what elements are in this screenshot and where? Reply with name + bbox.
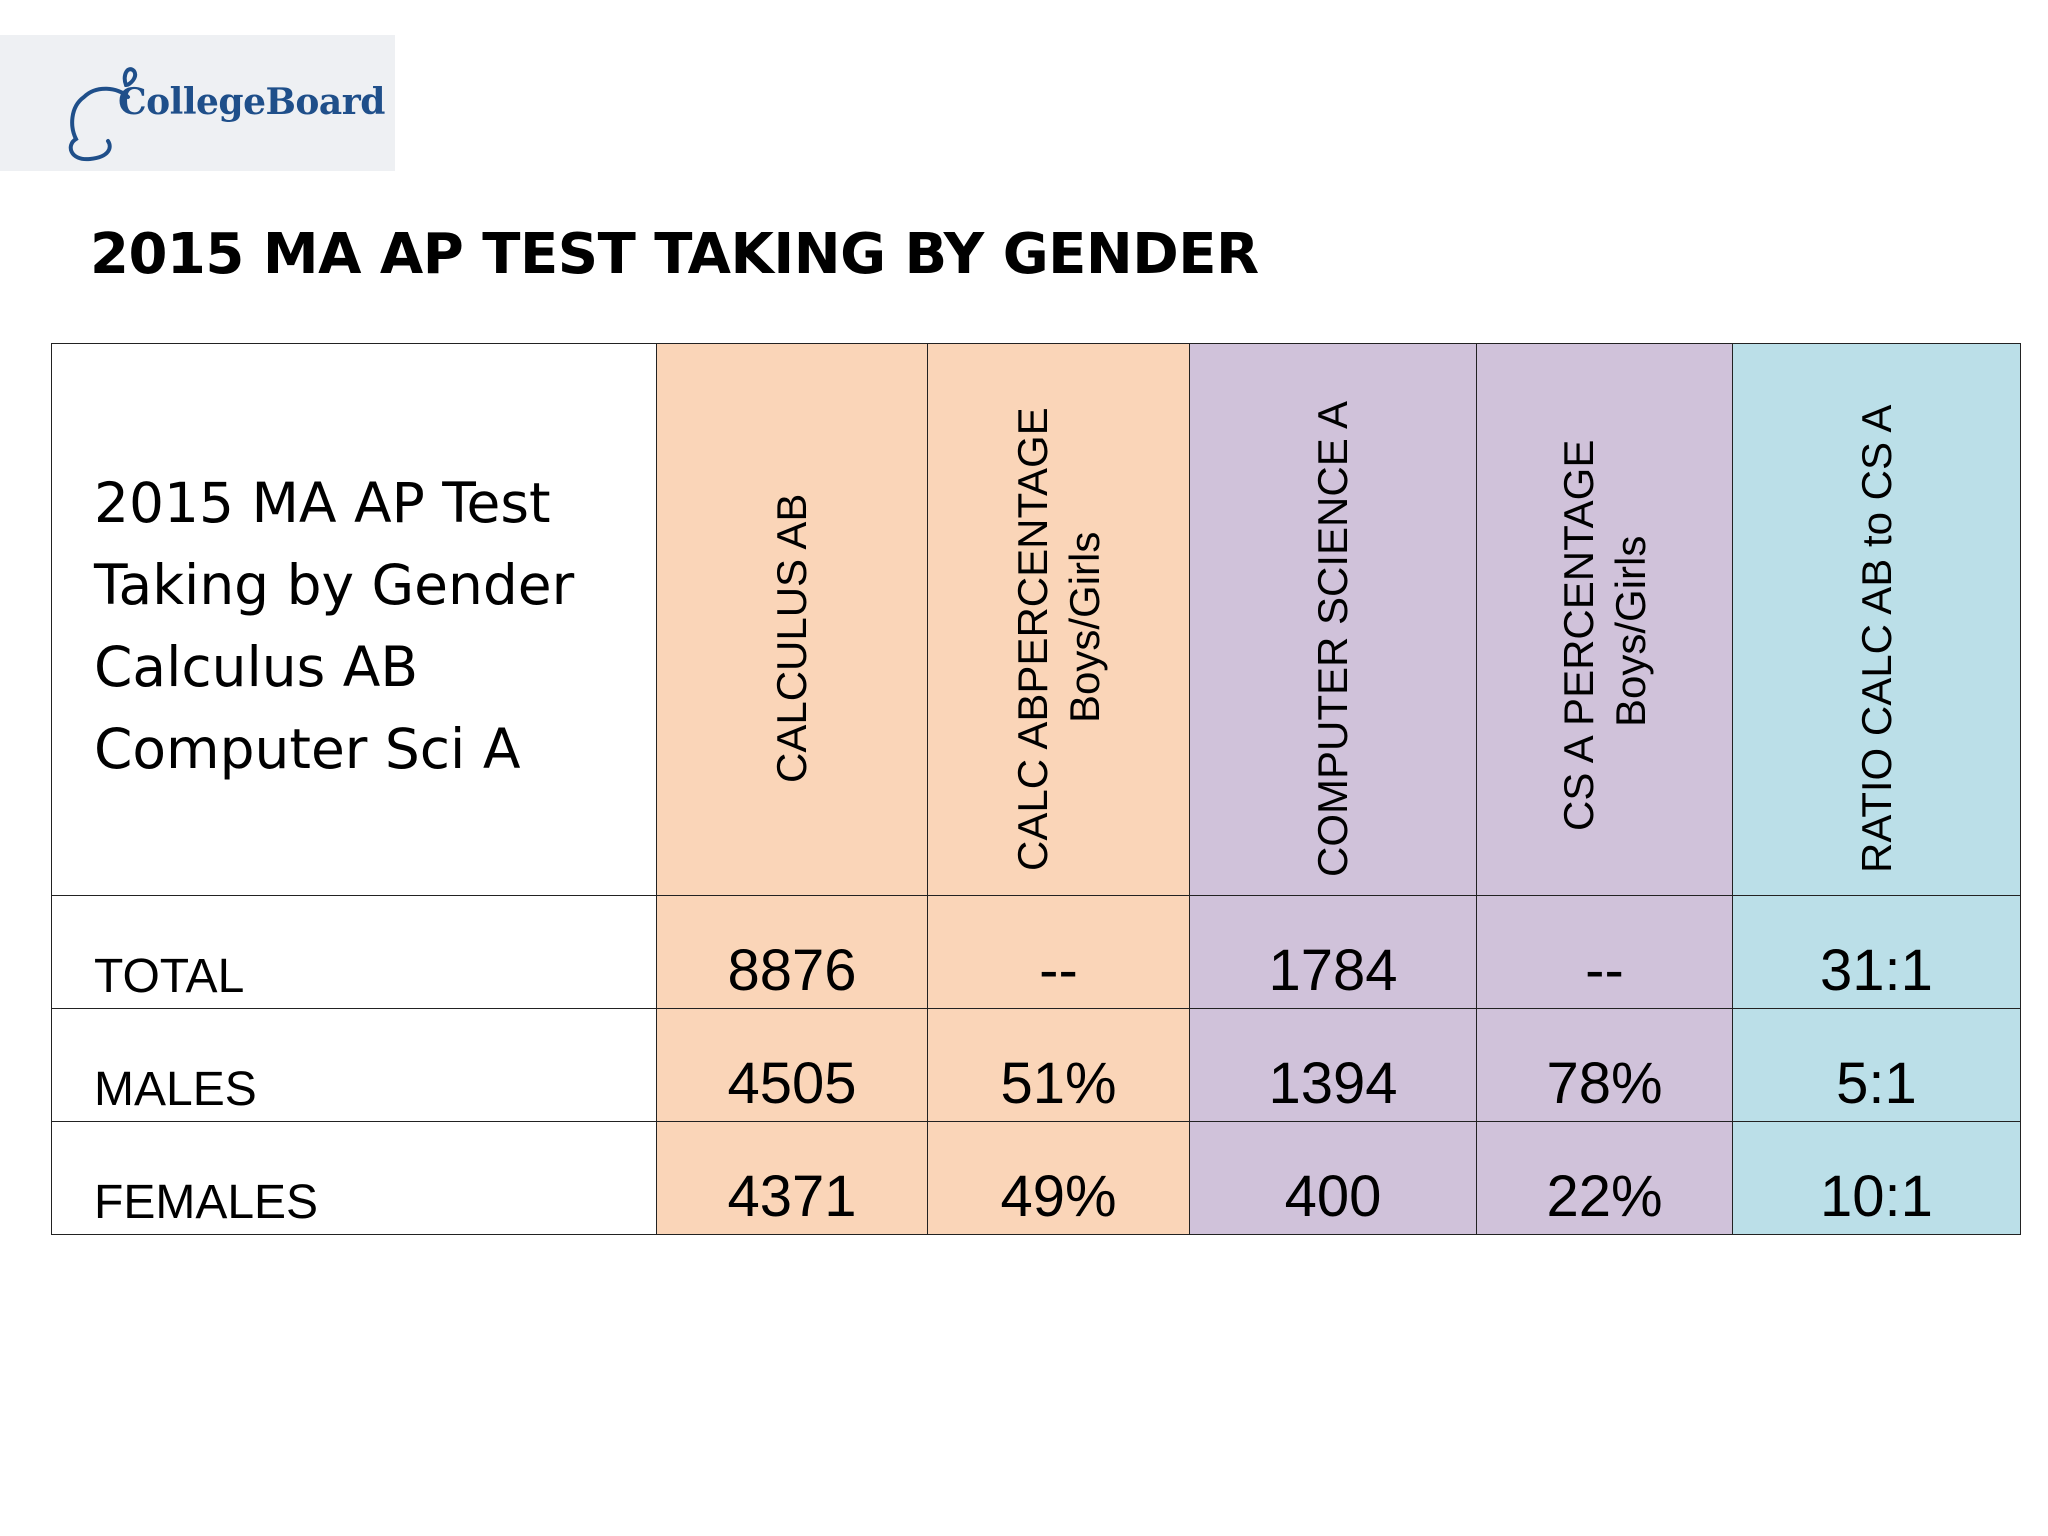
table-cell: 78% [1476,1008,1733,1122]
header-calculus-ab: CALCULUS AB [656,343,928,896]
ap-gender-table: 2015 MA AP Test Taking by Gender Calculu… [51,343,2021,1235]
cell-value: 31:1 [1820,938,1933,1003]
table-cell: 31:1 [1732,895,2021,1009]
cell-value: 1784 [1268,938,1398,1003]
corner-line: Computer Sci A [94,717,521,781]
table-cell: 1394 [1189,1008,1477,1122]
row-label: TOTAL [94,950,245,1003]
cell-value: 49% [1000,1164,1117,1229]
corner-cell: 2015 MA AP Test Taking by Gender Calculu… [51,343,657,896]
corner-line: 2015 MA AP Test [94,471,551,535]
table-row-males: MALES 4505 51% 1394 78% 5:1 [51,1008,2021,1122]
table-cell: 8876 [656,895,928,1009]
table-cell: 10:1 [1732,1121,2021,1235]
cell-value: 1394 [1268,1051,1398,1116]
header-label: CS A PERCENTAGE [1554,439,1602,831]
cell-value: 78% [1546,1051,1663,1116]
table-cell: -- [1476,895,1733,1009]
header-label: RATIO CALC AB to CS A [1852,404,1900,873]
header-label: COMPUTER SCIENCE A [1309,400,1356,877]
header-ratio: RATIO CALC AB to CS A [1732,343,2021,896]
acorn-logo-icon [68,67,137,162]
row-label-cell: MALES [51,1008,657,1122]
table-cell: 5:1 [1732,1008,2021,1122]
table-cell: 51% [927,1008,1190,1122]
header-row: 2015 MA AP Test Taking by Gender Calculu… [51,343,2021,896]
table-cell: 4371 [656,1121,928,1235]
row-label-cell: TOTAL [51,895,657,1009]
table-row-females: FEMALES 4371 49% 400 22% 10:1 [51,1121,2021,1235]
header-calc-ab-percentage: CALC ABPERCENTAGE Boys/Girls [927,343,1190,896]
cell-value: 8876 [727,938,857,1003]
table-cell: 22% [1476,1121,1733,1235]
table-cell: 400 [1189,1121,1477,1235]
header-cs-a-percentage: CS A PERCENTAGE Boys/Girls [1476,343,1733,896]
table-cell: -- [927,895,1190,1009]
cell-value: -- [1585,938,1624,1003]
corner-line: Calculus AB [94,635,419,699]
corner-label: 2015 MA AP Test Taking by Gender Calculu… [94,462,574,790]
cell-value: 5:1 [1836,1051,1917,1116]
row-label-cell: FEMALES [51,1121,657,1235]
header-sublabel: Boys/Girls [1606,535,1654,727]
cell-value: 4505 [727,1051,857,1116]
table-cell: 4505 [656,1008,928,1122]
header-computer-science-a: COMPUTER SCIENCE A [1189,343,1477,896]
cell-value: 400 [1284,1164,1382,1229]
cell-value: 10:1 [1820,1164,1933,1229]
collegeboard-logo: CollegeBoard [0,35,395,171]
corner-line: Taking by Gender [94,553,575,617]
table-cell: 49% [927,1121,1190,1235]
header-sublabel: Boys/Girls [1060,531,1108,723]
logo-wordmark: CollegeBoard [118,81,385,123]
cell-value: 51% [1000,1051,1117,1116]
cell-value: -- [1039,938,1078,1003]
header-label: CALC ABPERCENTAGE [1008,407,1056,871]
table-row-total: TOTAL 8876 -- 1784 -- 31:1 [51,895,2021,1009]
row-label: MALES [94,1063,257,1116]
header-label: CALCULUS AB [768,493,815,783]
cell-value: 22% [1546,1164,1663,1229]
table-cell: 1784 [1189,895,1477,1009]
cell-value: 4371 [727,1164,857,1229]
page-title: 2015 MA AP TEST TAKING BY GENDER [90,222,1259,287]
row-label: FEMALES [94,1176,319,1229]
